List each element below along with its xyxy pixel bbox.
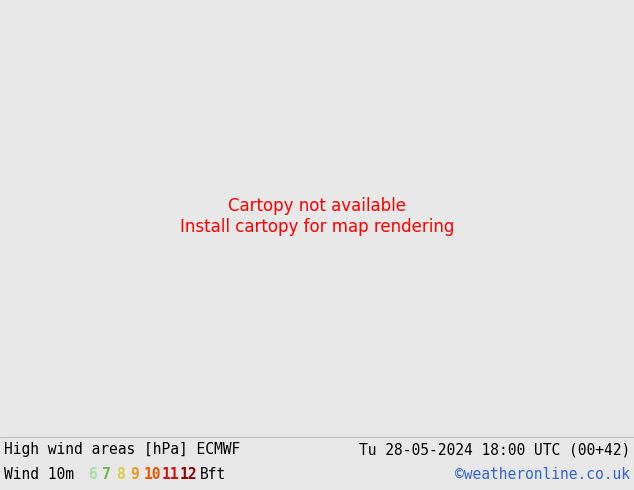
Text: Cartopy not available
Install cartopy for map rendering: Cartopy not available Install cartopy fo… [180,197,454,236]
Text: 8: 8 [116,467,125,483]
Text: 12: 12 [180,467,198,483]
Text: Tu 28-05-2024 18:00 UTC (00+42): Tu 28-05-2024 18:00 UTC (00+42) [359,442,630,457]
Text: Wind 10m: Wind 10m [4,467,74,483]
Text: 11: 11 [162,467,179,483]
Text: 10: 10 [144,467,162,483]
Text: High wind areas [hPa] ECMWF: High wind areas [hPa] ECMWF [4,442,240,457]
Text: 7: 7 [102,467,111,483]
Text: ©weatheronline.co.uk: ©weatheronline.co.uk [455,467,630,483]
Text: 9: 9 [130,467,139,483]
Text: 6: 6 [88,467,97,483]
Text: Bft: Bft [200,467,226,483]
